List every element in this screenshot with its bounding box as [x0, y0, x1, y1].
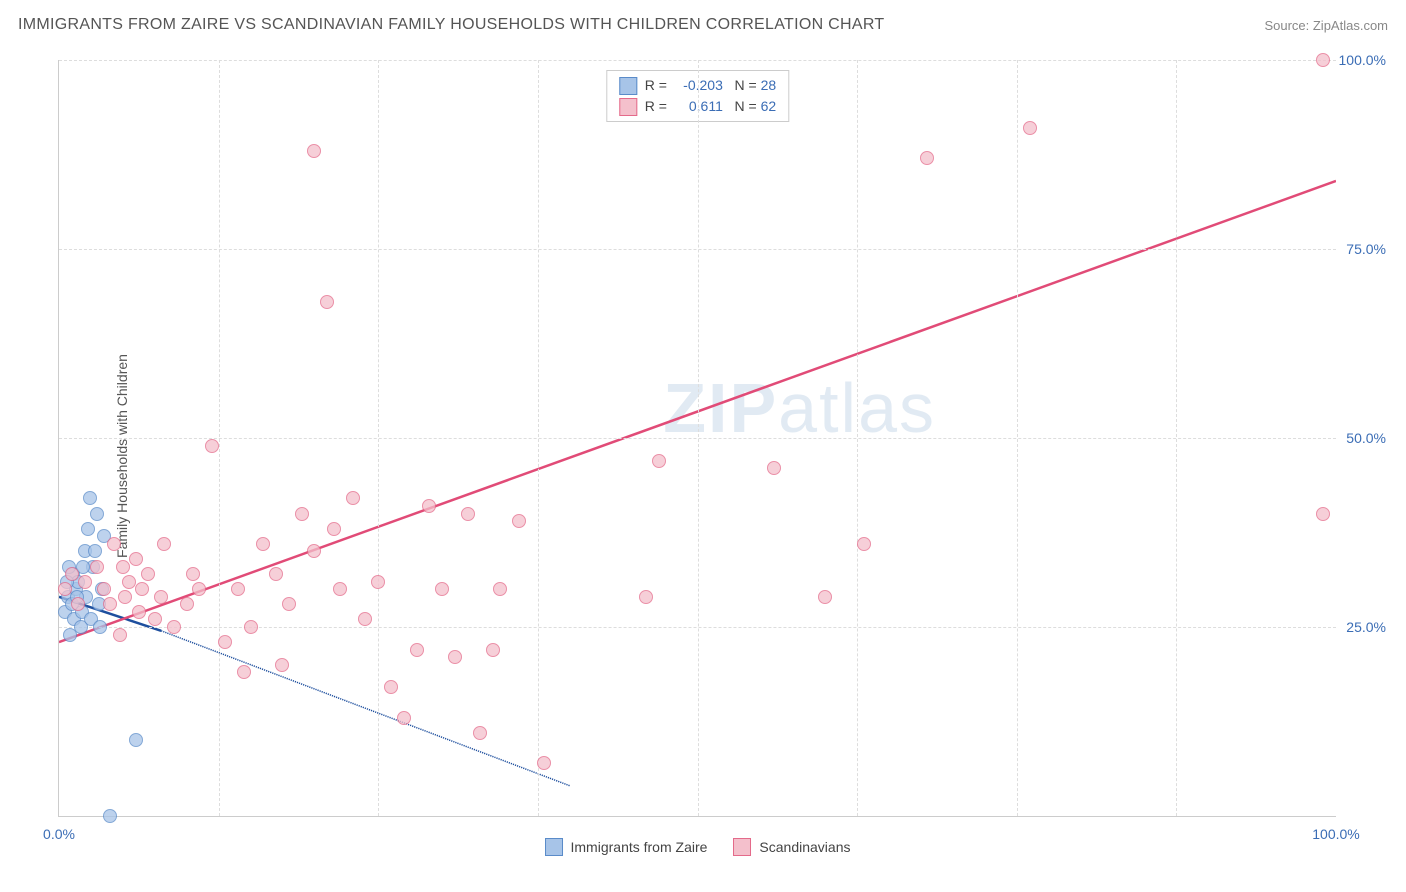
scatter-point [103, 597, 117, 611]
y-tick-label: 50.0% [1338, 430, 1386, 446]
y-tick-label: 75.0% [1338, 241, 1386, 257]
grid-line-vertical [857, 60, 858, 816]
scatter-point [107, 537, 121, 551]
scatter-point [192, 582, 206, 596]
scatter-point [282, 597, 296, 611]
scatter-point [410, 643, 424, 657]
series-legend-item: Immigrants from Zaire [545, 838, 708, 856]
scatter-point [186, 567, 200, 581]
scatter-point [90, 560, 104, 574]
scatter-point [307, 144, 321, 158]
scatter-point [71, 597, 85, 611]
scatter-point [269, 567, 283, 581]
scatter-point [83, 491, 97, 505]
scatter-point [295, 507, 309, 521]
scatter-point [205, 439, 219, 453]
scatter-point [639, 590, 653, 604]
grid-line-vertical [378, 60, 379, 816]
scatter-point [767, 461, 781, 475]
legend-swatch [619, 98, 637, 116]
grid-line-vertical [219, 60, 220, 816]
scatter-point [320, 295, 334, 309]
scatter-point [371, 575, 385, 589]
scatter-point [141, 567, 155, 581]
scatter-point [118, 590, 132, 604]
chart-title: IMMIGRANTS FROM ZAIRE VS SCANDINAVIAN FA… [18, 16, 885, 34]
scatter-point [129, 552, 143, 566]
scatter-point [167, 620, 181, 634]
scatter-point [218, 635, 232, 649]
scatter-point [244, 620, 258, 634]
y-tick-label: 25.0% [1338, 619, 1386, 635]
scatter-point [358, 612, 372, 626]
scatter-point [65, 567, 79, 581]
grid-line-vertical [538, 60, 539, 816]
scatter-point [103, 809, 117, 823]
scatter-point [327, 522, 341, 536]
scatter-point [397, 711, 411, 725]
y-tick-label: 100.0% [1338, 52, 1386, 68]
scatter-point [132, 605, 146, 619]
scatter-point [154, 590, 168, 604]
scatter-point [1316, 507, 1330, 521]
scatter-point [435, 582, 449, 596]
scatter-point [78, 575, 92, 589]
scatter-point [275, 658, 289, 672]
x-tick-label: 0.0% [43, 826, 75, 842]
scatter-point [920, 151, 934, 165]
scatter-point [90, 507, 104, 521]
scatter-point [58, 582, 72, 596]
scatter-point [116, 560, 130, 574]
scatter-point [537, 756, 551, 770]
grid-line-vertical [698, 60, 699, 816]
series-legend-label: Scandinavians [759, 839, 850, 855]
scatter-point [652, 454, 666, 468]
scatter-point [493, 582, 507, 596]
scatter-point [63, 628, 77, 642]
scatter-point [231, 582, 245, 596]
scatter-point [1023, 121, 1037, 135]
legend-swatch [619, 77, 637, 95]
scatter-point [448, 650, 462, 664]
source-attribution: Source: ZipAtlas.com [1264, 18, 1388, 33]
scatter-point [237, 665, 251, 679]
scatter-point [180, 597, 194, 611]
scatter-point [113, 628, 127, 642]
x-tick-label: 100.0% [1312, 826, 1359, 842]
watermark: ZIPatlas [663, 368, 936, 448]
scatter-point [333, 582, 347, 596]
legend-swatch [545, 838, 563, 856]
scatter-point [81, 522, 95, 536]
scatter-point [857, 537, 871, 551]
series-legend-label: Immigrants from Zaire [571, 839, 708, 855]
scatter-point [256, 537, 270, 551]
scatter-point [93, 620, 107, 634]
grid-line-vertical [1176, 60, 1177, 816]
series-legend-item: Scandinavians [733, 838, 850, 856]
scatter-point [97, 582, 111, 596]
plot-area: ZIPatlas R = -0.203 N = 28R = 0.611 N = … [58, 60, 1336, 817]
scatter-point [1316, 53, 1330, 67]
scatter-point [129, 733, 143, 747]
scatter-point [486, 643, 500, 657]
scatter-point [512, 514, 526, 528]
scatter-point [135, 582, 149, 596]
scatter-point [384, 680, 398, 694]
chart-container: Family Households with Children ZIPatlas… [48, 50, 1386, 862]
scatter-point [818, 590, 832, 604]
scatter-point [473, 726, 487, 740]
scatter-point [157, 537, 171, 551]
scatter-point [461, 507, 475, 521]
series-legend: Immigrants from Zaire Scandinavians [545, 838, 851, 856]
scatter-point [346, 491, 360, 505]
grid-line-vertical [1017, 60, 1018, 816]
scatter-point [148, 612, 162, 626]
scatter-point [122, 575, 136, 589]
scatter-point [88, 544, 102, 558]
legend-swatch [733, 838, 751, 856]
scatter-point [422, 499, 436, 513]
scatter-point [307, 544, 321, 558]
